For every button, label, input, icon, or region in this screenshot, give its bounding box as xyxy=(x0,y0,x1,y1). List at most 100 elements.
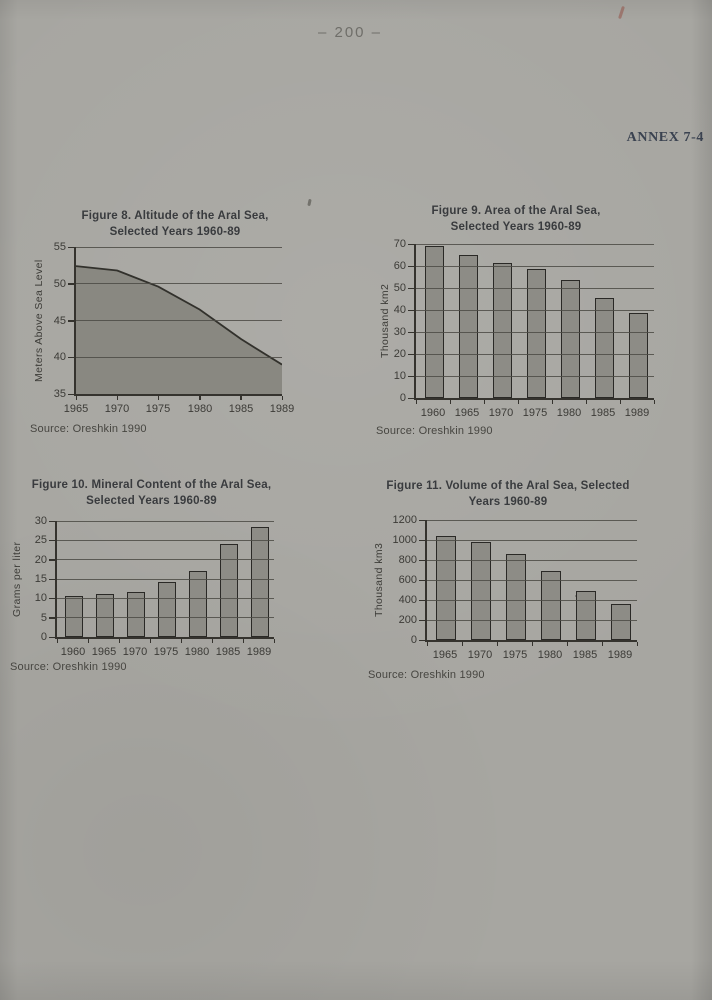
x-axis-tick xyxy=(517,400,519,404)
bar-1975 xyxy=(506,554,526,640)
x-tick-label: 1989 xyxy=(246,646,272,658)
x-tick-label: 1985 xyxy=(572,649,598,661)
y-axis-tick xyxy=(408,287,414,289)
x-tick-label: 1980 xyxy=(187,403,213,415)
x-tick-label: 1989 xyxy=(624,407,650,419)
bar-1970 xyxy=(471,542,491,640)
bar-1985 xyxy=(220,544,238,637)
y-tick-label: 400 xyxy=(398,594,417,606)
y-tick-label: 0 xyxy=(40,631,47,643)
x-tick-label: 1985 xyxy=(215,646,241,658)
x-tick-label: 1975 xyxy=(522,407,548,419)
y-axis-tick xyxy=(419,579,425,581)
gridline xyxy=(427,539,637,541)
y-axis-tick xyxy=(49,520,55,522)
gridline xyxy=(416,309,654,311)
x-tick-label: 1965 xyxy=(63,403,89,415)
title-line-2: Years 1960-89 xyxy=(468,495,548,508)
y-tick-label: 15 xyxy=(34,573,47,585)
x-tick-label: 1970 xyxy=(488,407,514,419)
x-axis-tick xyxy=(601,642,603,646)
x-axis-tick xyxy=(653,400,655,404)
y-axis-tick xyxy=(408,397,414,399)
figure-10-mineral-chart: Figure 10. Mineral Content of the Aral S… xyxy=(0,476,303,676)
gridline xyxy=(427,599,637,601)
gridline xyxy=(76,356,282,358)
gridline xyxy=(416,243,654,245)
bar-1965 xyxy=(436,536,456,640)
y-tick-label: 200 xyxy=(398,614,417,626)
bar-1960 xyxy=(425,246,444,398)
x-tick-label: 1985 xyxy=(590,407,616,419)
y-axis-tick xyxy=(68,283,74,285)
x-axis-tick xyxy=(149,639,151,643)
y-tick-label: 40 xyxy=(393,304,406,316)
y-tick-label: 35 xyxy=(53,388,66,400)
y-axis-tick xyxy=(419,619,425,621)
y-axis-tick xyxy=(408,331,414,333)
y-axis-tick xyxy=(419,559,425,561)
x-tick-label: 1989 xyxy=(607,649,633,661)
y-tick-label: 0 xyxy=(410,634,417,646)
figure-9-plot-area: 0 10 20 30 40 50 60 70 1960 1965 1970 1975 1980 1985 1… xyxy=(394,238,655,419)
gridline xyxy=(427,579,637,581)
x-axis-tick xyxy=(426,642,428,646)
y-axis-tick xyxy=(408,309,414,311)
y-axis-tick xyxy=(419,519,425,521)
figure-8-title: Figure 8. Altitude of the Aral Sea, Sele… xyxy=(20,209,330,240)
y-axis-tick xyxy=(49,559,55,561)
bar-1985 xyxy=(576,591,596,640)
x-tick-label: 1960 xyxy=(60,646,86,658)
y-tick-label: 70 xyxy=(393,238,406,250)
y-axis-tick xyxy=(408,353,414,355)
area-series xyxy=(76,265,282,394)
y-tick-label: 30 xyxy=(34,515,47,527)
figure-10-title: Figure 10. Mineral Content of the Aral S… xyxy=(0,478,303,509)
x-axis-tick xyxy=(116,396,119,400)
title-line-1: Figure 8. Altitude of the Aral Sea, xyxy=(81,210,269,222)
figure-9-area-chart: Figure 9. Area of the Aral Sea, Selected… xyxy=(370,198,662,443)
annex-label: ANNEX 7-4 xyxy=(626,130,704,145)
gridline xyxy=(57,578,274,580)
gridline xyxy=(416,331,654,333)
bar-1965 xyxy=(459,255,478,398)
y-axis-tick xyxy=(419,539,425,541)
gridline xyxy=(57,520,274,522)
figure-11-plot-area: 0 200 400 600 800 1000 1200 1965 1970 1975 1980 198… xyxy=(393,514,638,661)
gridline xyxy=(76,246,282,248)
title-line-2: Selected Years 1960-89 xyxy=(450,220,582,233)
y-tick-label: 1000 xyxy=(392,534,417,546)
title-line-2: Selected Years 1960-89 xyxy=(86,494,217,507)
y-tick-label: 800 xyxy=(398,554,417,566)
y-tick-label: 25 xyxy=(34,534,47,547)
y-tick-label: 45 xyxy=(53,314,66,327)
figure-8-source: Source: Oreshkin 1990 xyxy=(30,423,147,435)
y-axis-tick xyxy=(68,246,74,248)
y-axis-tick xyxy=(408,265,414,267)
x-tick-label: 1960 xyxy=(420,407,446,419)
x-tick-label: 1970 xyxy=(122,646,148,658)
bar-1970 xyxy=(127,592,145,637)
x-axis-tick xyxy=(449,400,451,404)
x-tick-label: 1975 xyxy=(153,646,179,658)
y-tick-label: 40 xyxy=(53,351,66,364)
y-tick-label: 20 xyxy=(34,553,47,566)
bar-1980 xyxy=(541,571,561,640)
y-tick-label: 10 xyxy=(34,592,47,605)
figure-11-title: Figure 11. Volume of the Aral Sea, Selec… xyxy=(352,479,664,510)
x-axis-tick xyxy=(551,400,553,404)
gridline xyxy=(57,559,274,561)
figure-8-altitude-chart: Figure 8. Altitude of the Aral Sea, Sele… xyxy=(20,205,330,445)
x-axis-tick xyxy=(242,639,244,643)
x-axis-tick xyxy=(180,639,182,643)
x-axis-tick xyxy=(75,396,77,400)
x-axis-tick xyxy=(281,396,283,400)
gridline xyxy=(76,320,282,321)
y-tick-label: 20 xyxy=(393,348,406,360)
x-tick-label: 1980 xyxy=(556,407,582,419)
y-tick-label: 1200 xyxy=(392,514,417,526)
x-axis-tick xyxy=(415,400,417,404)
x-tick-label: 1965 xyxy=(432,649,458,661)
page-number: – 200 – xyxy=(317,24,383,41)
bar-1989 xyxy=(251,527,269,637)
